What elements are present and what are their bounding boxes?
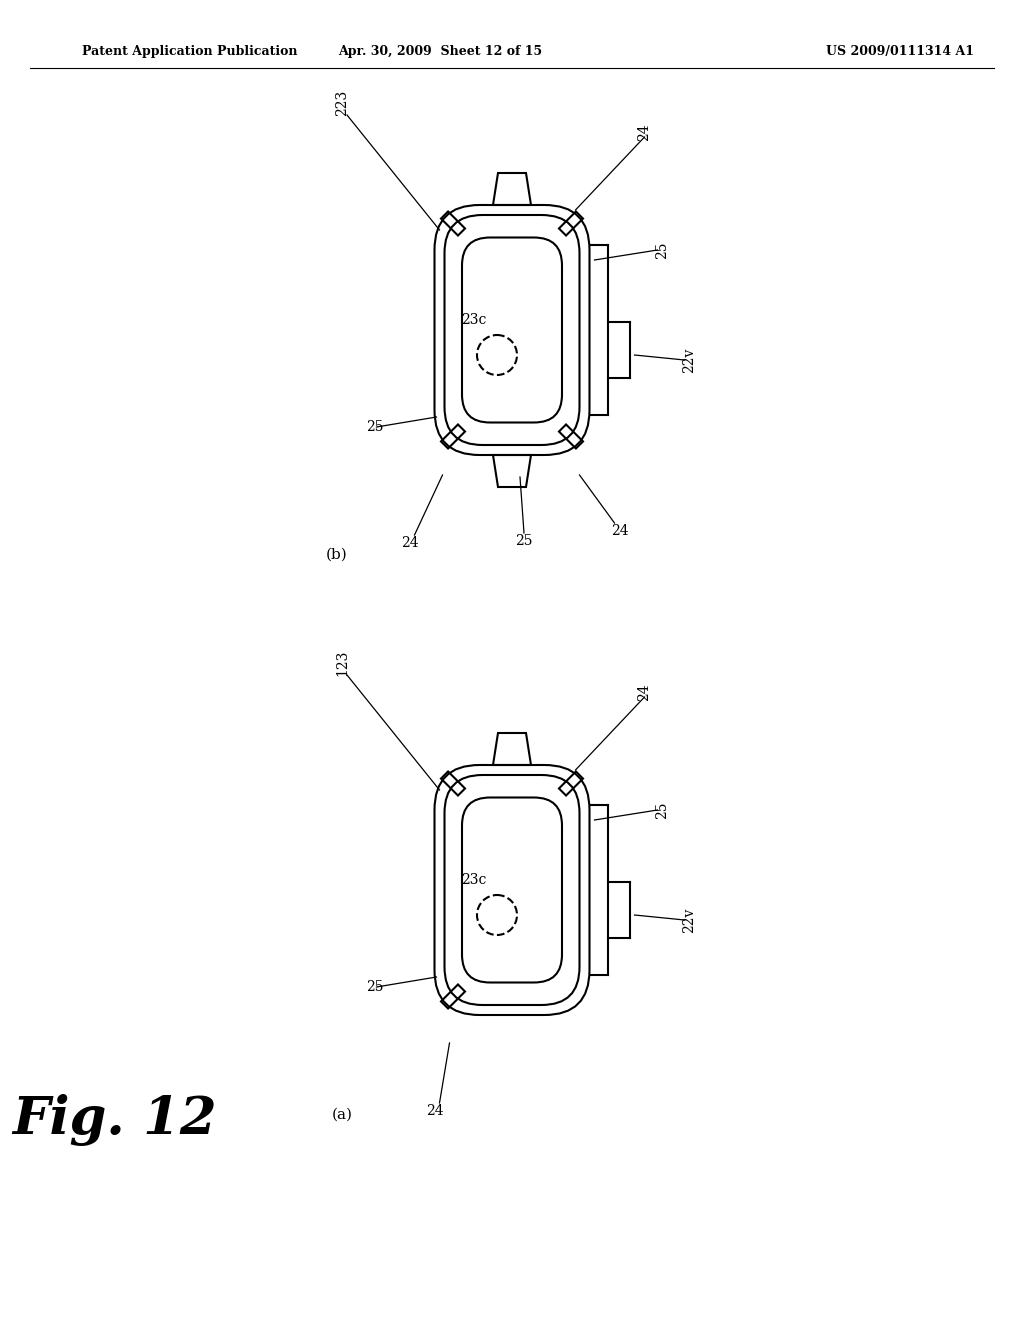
Text: 25: 25: [366, 420, 383, 434]
Text: 23c: 23c: [462, 313, 486, 327]
Text: 123: 123: [335, 649, 349, 676]
Text: 24: 24: [400, 536, 419, 550]
Text: 24: 24: [610, 524, 629, 539]
Text: 24: 24: [638, 123, 651, 141]
Text: 223: 223: [335, 90, 349, 116]
Text: Apr. 30, 2009  Sheet 12 of 15: Apr. 30, 2009 Sheet 12 of 15: [338, 45, 542, 58]
Text: 22v: 22v: [683, 907, 696, 933]
Text: 24: 24: [426, 1104, 443, 1118]
Text: (a): (a): [332, 1107, 352, 1122]
Text: 24: 24: [638, 684, 651, 701]
FancyBboxPatch shape: [434, 766, 590, 1015]
FancyBboxPatch shape: [462, 797, 562, 982]
FancyBboxPatch shape: [462, 238, 562, 422]
FancyBboxPatch shape: [434, 205, 590, 455]
Text: (b): (b): [326, 548, 348, 562]
Text: 23c: 23c: [462, 873, 486, 887]
Text: US 2009/0111314 A1: US 2009/0111314 A1: [826, 45, 974, 58]
Text: 25: 25: [515, 535, 532, 548]
Text: 25: 25: [655, 801, 670, 818]
Text: Patent Application Publication: Patent Application Publication: [82, 45, 298, 58]
Text: 25: 25: [366, 979, 383, 994]
Text: 25: 25: [655, 242, 670, 259]
Text: Fig. 12: Fig. 12: [12, 1094, 217, 1146]
Text: 22v: 22v: [683, 347, 696, 372]
